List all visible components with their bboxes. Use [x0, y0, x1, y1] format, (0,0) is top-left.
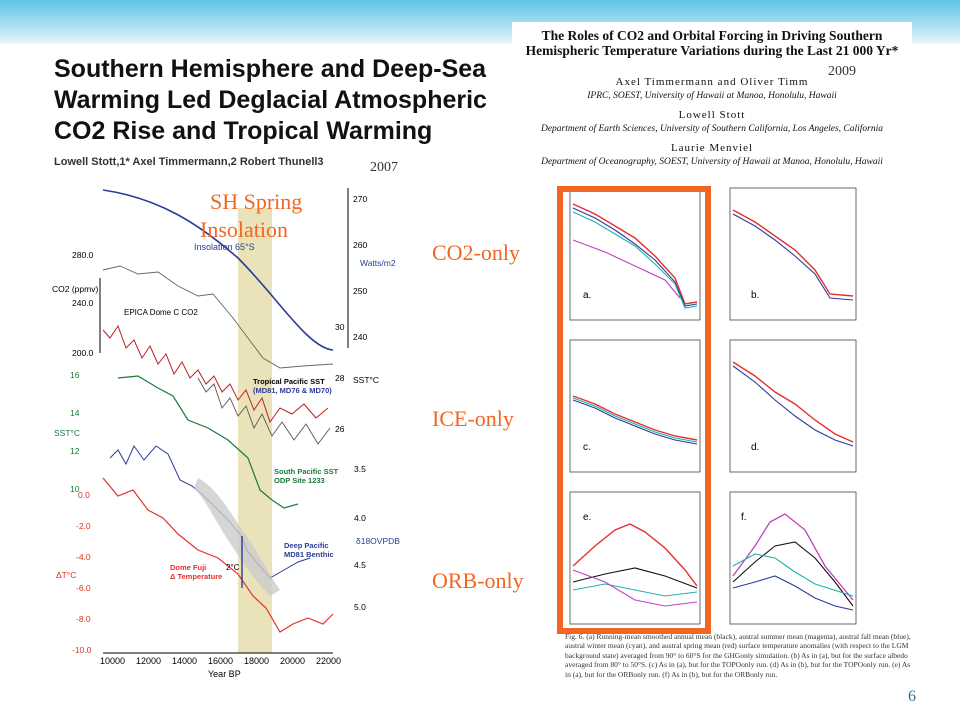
dome-fuji-dtemp: Δ Temperature [170, 572, 222, 581]
orb-only-label: ORB-only [432, 568, 524, 593]
trop-cores-label: (MD81, MD76 & MD70) [253, 386, 332, 395]
right-paper-author-1: Axel Timmermann and Oliver Timm [615, 76, 809, 88]
odp-label: ODP Site 1233 [274, 476, 325, 485]
x-tick: 20000 [280, 656, 305, 666]
tropical-sst-series-2 [197, 377, 331, 445]
two-c-label: 2°C [226, 563, 240, 572]
sh-spring-insolation-label: SH Spring Insolation [200, 188, 302, 244]
svg-text:e.: e. [583, 512, 591, 523]
svg-text:d.: d. [751, 442, 759, 453]
svg-text:f.: f. [741, 512, 747, 523]
epica-co2-curve [102, 265, 334, 369]
x-tick: 16000 [208, 656, 233, 666]
x-tick: 14000 [172, 656, 197, 666]
right-paper-author-3: Laurie Menviel [670, 142, 754, 154]
blue-sst-series [109, 444, 311, 579]
svg-text:c.: c. [583, 442, 591, 453]
insolation-curve [102, 189, 334, 351]
figure-caption: Fig. 6. (a) Running-mean smoothed annual… [565, 632, 911, 679]
x-tick: 12000 [136, 656, 161, 666]
left-paper-clipping: Southern Hemisphere and Deep-Sea Warming… [48, 48, 498, 678]
tropical-sst-series [102, 324, 329, 424]
panel-e: e. [569, 491, 701, 625]
sst-right-tick: 30 [335, 322, 345, 332]
sst-tick: 12 [70, 446, 80, 456]
sh-spring-line: SH Spring [210, 189, 303, 214]
sst-tick: 16 [70, 370, 80, 380]
dt-tick: -2.0 [76, 521, 91, 531]
deep-pacific-label: Deep Pacific [284, 541, 329, 550]
insolation-label: Insolation 65°S [194, 242, 255, 252]
dt-tick: -8.0 [76, 614, 91, 624]
svg-text:a.: a. [583, 290, 591, 301]
d18o-tick: 3.5 [354, 464, 366, 474]
left-paper-title: Southern Hemisphere and Deep-Sea Warming… [54, 55, 487, 145]
dome-fuji-label: Dome Fuji [170, 563, 206, 572]
insolation-line: Insolation [200, 217, 288, 242]
dt-tick: -10.0 [72, 645, 92, 655]
epica-label: EPICA Dome C CO2 [124, 308, 198, 317]
d18o-tick: 4.5 [354, 560, 366, 570]
dt-tick: 0.0 [78, 490, 90, 500]
panel-f: f. [729, 491, 857, 625]
x-tick: 18000 [244, 656, 269, 666]
stott-2007-figure: 10000 12000 14000 16000 18000 20000 2200… [52, 188, 400, 678]
left-paper-year: 2007 [370, 160, 398, 175]
d18o-label: δ18OVPDB [356, 536, 400, 546]
insol-tick: 260 [353, 240, 367, 250]
dt-label: ΔT°C [56, 570, 76, 580]
co2-tick: 240.0 [72, 298, 94, 308]
co2-axis-label: CO2 (ppmv) [52, 284, 98, 294]
x-tick: 22000 [316, 656, 341, 666]
slide-number: 6 [908, 688, 916, 705]
sst-right-tick: 26 [335, 424, 345, 434]
dt-tick: -6.0 [76, 583, 91, 593]
sst-right-label: SST°C [353, 375, 379, 385]
benthic-uncertainty [194, 478, 280, 596]
co2-tick: 280.0 [72, 250, 94, 260]
watts-label: Watts/m2 [360, 258, 396, 268]
left-paper-authors: Lowell Stott,1* Axel Timmermann,2 Robert… [54, 156, 324, 168]
d18o-tick: 4.0 [354, 513, 366, 523]
right-paper-affil-2: Department of Earth Sciences, University… [540, 124, 884, 134]
md81-label: MD81 Benthic [284, 550, 334, 559]
insol-tick: 240 [353, 332, 367, 342]
x-axis-label: Year BP [208, 669, 241, 678]
right-paper-title: The Roles of CO2 and Orbital Forcing in … [525, 28, 899, 58]
d18o-tick: 5.0 [354, 602, 366, 612]
highlight-frame [557, 186, 711, 634]
trop-sst-label: Tropical Pacific SST [253, 377, 325, 386]
svg-text:b.: b. [751, 290, 759, 301]
south-pacific-sst [117, 375, 299, 509]
x-tick: 10000 [100, 656, 125, 666]
ice-only-label: ICE-only [432, 406, 514, 431]
right-paper-header: The Roles of CO2 and Orbital Forcing in … [512, 22, 912, 182]
dome-fuji-curve [102, 477, 334, 633]
right-paper-affil-1: IPRC, SOEST, University of Hawaii at Man… [587, 91, 837, 101]
sst-tick: 10 [70, 484, 80, 494]
sst-tick: 14 [70, 408, 80, 418]
sst-right-tick: 28 [335, 373, 345, 383]
co2-only-label: CO2-only [432, 240, 520, 265]
panel-d: d. [729, 339, 857, 473]
sst-left-label: SST°C [54, 428, 80, 438]
panel-c: c. [569, 339, 701, 473]
timmermann-2009-figure [550, 178, 912, 678]
dt-tick: -4.0 [76, 552, 91, 562]
insol-tick: 270 [353, 194, 367, 204]
right-paper-author-2: Lowell Stott [678, 109, 746, 121]
six-panel-figure: a. b. c. d. e. f. [569, 187, 857, 625]
co2-tick: 200.0 [72, 348, 94, 358]
insol-tick: 250 [353, 286, 367, 296]
right-paper-year: 2009 [828, 64, 856, 79]
sp-sst-label: South Pacific SST [274, 467, 339, 476]
right-paper-affil-3: Department of Oceanography, SOEST, Unive… [541, 157, 883, 167]
panel-b: b. [729, 187, 857, 321]
